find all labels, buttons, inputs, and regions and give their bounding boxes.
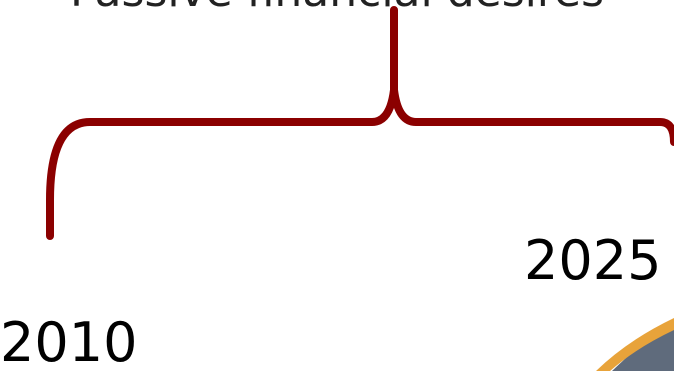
curly-brace-path: [46, 6, 674, 240]
top-caption: Passive financial desires: [0, 0, 674, 14]
end-year-label: 2025: [524, 229, 662, 292]
start-year-label: 2010: [0, 311, 138, 371]
swoosh-orange: [596, 318, 674, 371]
